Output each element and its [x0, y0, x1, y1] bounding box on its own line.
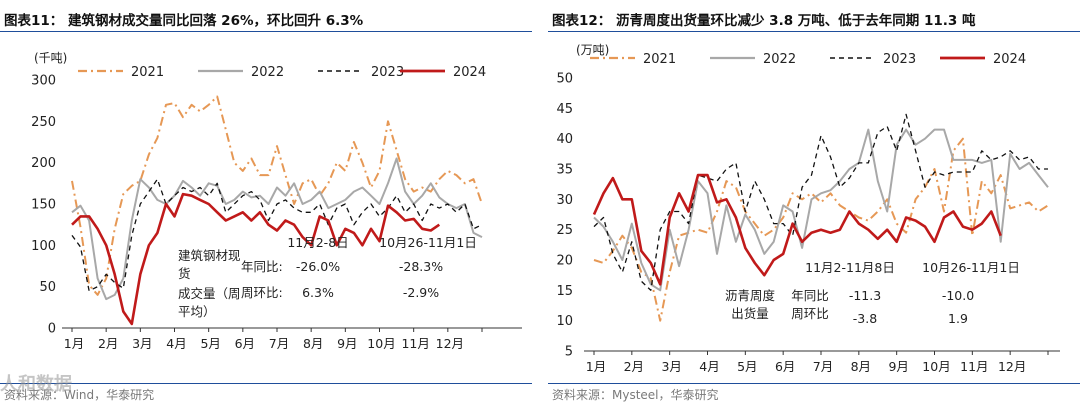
annotation-label: 出货量 — [731, 306, 769, 321]
y-tick-label: 0 — [48, 322, 56, 337]
chart-title: 图表11： 建筑钢材成交量同比回落 26%，环比回升 6.3% — [4, 13, 364, 29]
y-tick-label: 50 — [39, 280, 56, 295]
legend-label-2023: 2023 — [371, 65, 404, 80]
annotation-value: 1.9 — [948, 311, 968, 326]
x-tick-label: 3月 — [132, 336, 152, 351]
x-tick-label: 9月 — [337, 336, 357, 351]
annotation-col-header: 10月26-11月1日 — [379, 235, 477, 250]
annotation-col-header: 11月2-8日 — [287, 235, 348, 250]
y-tick-label: 20 — [556, 254, 573, 269]
y-tick-label: 250 — [31, 115, 56, 130]
y-tick-label: 5 — [565, 345, 573, 360]
y-unit-label: (万吨) — [576, 43, 609, 57]
y-tick-label: 10 — [556, 314, 573, 329]
y-tick-label: 15 — [556, 284, 573, 299]
annotation-row-label: 周环比 — [791, 306, 829, 321]
legend-label-2021: 2021 — [131, 65, 164, 80]
annotation-value: -28.3% — [399, 259, 443, 274]
annotation-label: 建筑钢材现 — [178, 248, 241, 263]
legend-label-2021: 2021 — [643, 52, 676, 67]
x-tick-label: 5月 — [737, 359, 757, 374]
source-divider — [0, 383, 532, 384]
legend-label-2022: 2022 — [251, 65, 284, 80]
x-tick-label: 6月 — [775, 359, 795, 374]
annotation-value: -3.8 — [853, 311, 877, 326]
x-tick-label: 4月 — [699, 359, 719, 374]
x-tick-label: 2月 — [98, 336, 118, 351]
x-tick-label: 6月 — [235, 336, 255, 351]
x-tick-label: 8月 — [303, 336, 323, 351]
series-line-2023 — [71, 178, 483, 292]
annotation-value: -11.3 — [849, 288, 881, 303]
y-tick-label: 30 — [556, 193, 573, 208]
annotation-label: 平均） — [178, 304, 216, 319]
annotation-col-header: 10月26-11月1日 — [922, 260, 1020, 275]
title-divider — [548, 31, 1080, 32]
x-tick-label: 3月 — [661, 359, 681, 374]
x-tick-label: 7月 — [269, 336, 289, 351]
annotation-value: -10.0 — [942, 288, 974, 303]
x-tick-label: 5月 — [200, 336, 220, 351]
chart-title: 图表12： 沥青周度出货量环比减少 3.8 万吨、低于去年同期 11.3 吨 — [552, 13, 976, 29]
x-tick-label: 7月 — [813, 359, 833, 374]
y-unit-label: (千吨) — [34, 51, 67, 65]
source-note: 资料来源：Wind，华泰研究 — [4, 388, 155, 402]
x-tick-label: 12月 — [436, 336, 464, 351]
y-tick-label: 25 — [556, 223, 573, 238]
watermark-text: 人和数据 — [0, 374, 72, 395]
legend-label-2022: 2022 — [763, 52, 796, 67]
x-tick-label: 1月 — [586, 359, 606, 374]
source-note: 资料来源：Mysteel，华泰研究 — [552, 388, 719, 402]
y-tick-label: 45 — [556, 102, 573, 117]
annotation-label: 沥青周度 — [725, 288, 776, 303]
series-line-2024 — [592, 173, 1002, 286]
annotation-label: 成交量（周 — [178, 286, 241, 301]
x-tick-label: 9月 — [888, 359, 908, 374]
y-tick-label: 150 — [31, 198, 56, 213]
series-line-2022 — [593, 128, 1049, 292]
annotation-value: -26.0% — [296, 259, 340, 274]
annotation-row-label: 年同比: — [241, 259, 283, 274]
y-tick-label: 50 — [556, 72, 573, 87]
y-tick-label: 35 — [556, 163, 573, 178]
x-tick-label: 10月 — [367, 336, 395, 351]
annotation-row-label: 年同比 — [791, 288, 829, 303]
legend-label-2024: 2024 — [993, 52, 1026, 67]
annotation-label: 货 — [178, 266, 191, 281]
y-tick-label: 200 — [31, 156, 56, 171]
source-divider — [548, 383, 1080, 384]
x-tick-label: 12月 — [998, 359, 1026, 374]
x-tick-label: 2月 — [624, 359, 644, 374]
series-line-2021 — [71, 95, 483, 296]
x-tick-label: 8月 — [851, 359, 871, 374]
annotation-value: 6.3% — [302, 285, 334, 300]
series-line-2023 — [593, 113, 1048, 291]
x-tick-label: 4月 — [166, 336, 186, 351]
y-tick-label: 40 — [556, 132, 573, 147]
annotation-col-header: 11月2-11月8日 — [805, 260, 895, 275]
chart-canvas-right: (万吨) 5 10 15 20 25 30 35 40 45 50 1月 2月 3月 4月 5月 6月 7月 8月 9… — [556, 43, 1060, 374]
chart-canvas-left: (千吨) 0 50 100 150 200 250 300 1月 2月 3月 4月 5月 6月 7月 8月 9月… — [31, 51, 522, 351]
annotation-value: -2.9% — [403, 285, 439, 300]
x-tick-label: 11月 — [960, 359, 988, 374]
x-tick-label: 11月 — [401, 336, 429, 351]
chart-panel-left: 图表11： 建筑钢材成交量同比回落 26%，环比回升 6.3% (千吨) 0 50 1… — [0, 0, 532, 419]
series-line-2024 — [71, 192, 441, 326]
x-tick-label: 1月 — [64, 336, 84, 351]
y-tick-label: 300 — [31, 74, 56, 89]
annotation-row-label: 周环比: — [241, 285, 283, 300]
title-divider — [0, 31, 532, 32]
x-tick-label: 10月 — [922, 359, 950, 374]
y-tick-label: 100 — [31, 239, 56, 254]
legend-label-2023: 2023 — [883, 52, 916, 67]
legend-label-2024: 2024 — [453, 65, 486, 80]
chart-panel-right: 图表12： 沥青周度出货量环比减少 3.8 万吨、低于去年同期 11.3 吨 (… — [548, 0, 1080, 419]
